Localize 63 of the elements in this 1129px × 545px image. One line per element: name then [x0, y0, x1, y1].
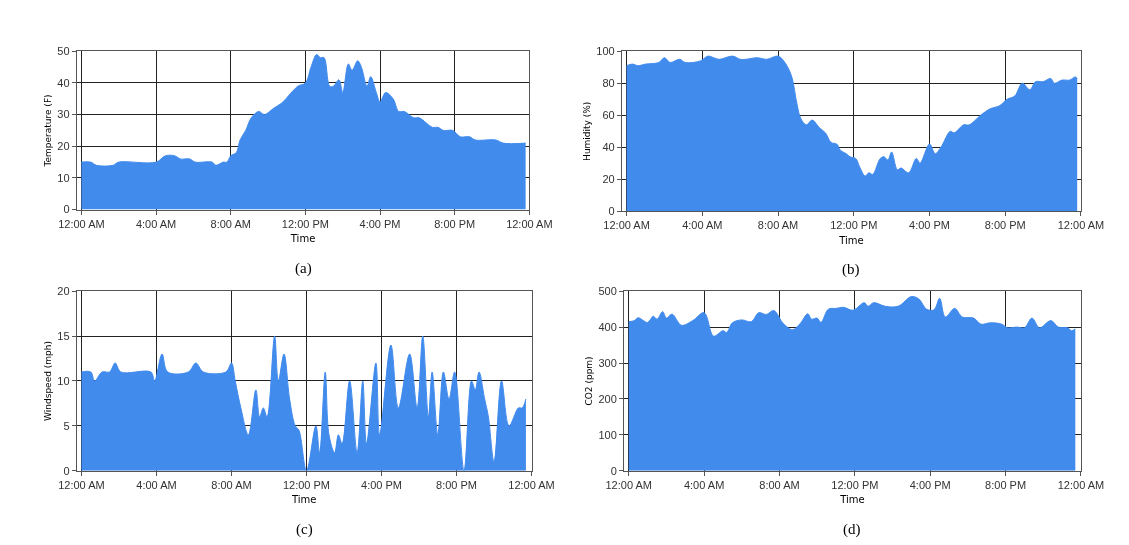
y-tick-label: 20	[602, 173, 615, 186]
y-tick-label: 500	[598, 285, 617, 298]
x-tick-label: 4:00 PM	[359, 217, 401, 230]
x-tick-label: 4:00 PM	[361, 478, 402, 491]
y-tick-label: 0	[63, 464, 70, 477]
x-tick-label: 12:00 PM	[831, 478, 879, 491]
x-tick-label: 4:00 PM	[909, 219, 950, 232]
x-tick-label: 4:00 AM	[682, 219, 723, 232]
x-tick-label: 8:00 AM	[757, 219, 799, 232]
x-tick-label: 4:00 AM	[135, 217, 177, 230]
y-tick-label: 50	[57, 45, 70, 58]
y-axis-title: Humidity (%)	[581, 101, 592, 161]
x-tick-label: 12:00 AM	[603, 219, 650, 232]
x-tick-label: 4:00 AM	[136, 478, 177, 491]
y-tick-label: 20	[57, 285, 70, 298]
y-axis-title: CO2 (ppm)	[583, 356, 594, 406]
x-tick-label: 12:00 AM	[508, 478, 555, 491]
x-tick-label: 12:00 PM	[282, 478, 331, 491]
y-tick-label: 0	[608, 205, 615, 218]
x-tick-label: 12:00 AM	[1057, 219, 1105, 232]
x-tick-label: 8:00 PM	[434, 217, 476, 230]
x-axis-title: Time	[839, 494, 865, 506]
y-axis-title: Windspeed (mph)	[42, 341, 53, 421]
text: (c)	[296, 521, 313, 538]
y-tick-label: 200	[598, 392, 617, 405]
y-tick-label: 5	[63, 419, 70, 432]
y-tick-label: 30	[57, 108, 70, 121]
x-tick-label: 12:00 AM	[605, 478, 652, 491]
y-tick-label: 60	[602, 109, 615, 122]
x-axis-title: Time	[838, 234, 864, 246]
x-tick-label: 12:00 AM	[58, 217, 105, 230]
x-axis-title: Time	[290, 494, 317, 506]
x-tick-label: 12:00 PM	[281, 217, 329, 230]
text: (b)	[842, 261, 860, 278]
y-tick-label: 100	[598, 428, 617, 441]
x-tick-label: 12:00 AM	[58, 478, 105, 491]
y-tick-label: 80	[602, 77, 615, 90]
x-tick-label: 12:00 AM	[506, 217, 553, 230]
y-tick-label: 300	[598, 356, 617, 369]
x-axis-title: Time	[289, 233, 316, 245]
x-tick-label: 4:00 PM	[909, 478, 951, 491]
y-axis-title: Temperature (F)	[42, 94, 53, 168]
y-tick-label: 0	[63, 203, 70, 216]
y-tick-label: 10	[57, 171, 70, 184]
y-tick-label: 15	[57, 329, 70, 342]
x-tick-label: 8:00 AM	[759, 478, 800, 491]
y-tick-label: 400	[598, 320, 617, 333]
x-tick-label: 12:00 PM	[830, 219, 878, 232]
y-tick-label: 100	[596, 45, 615, 58]
y-tick-label: 0	[610, 464, 617, 477]
y-tick-label: 20	[57, 140, 70, 153]
y-tick-label: 40	[602, 141, 615, 154]
x-tick-label: 8:00 PM	[436, 478, 478, 491]
x-tick-label: 8:00 AM	[210, 217, 251, 230]
x-tick-label: 8:00 PM	[984, 219, 1026, 232]
text: (a)	[295, 260, 312, 277]
x-tick-label: 8:00 PM	[985, 478, 1027, 491]
y-tick-label: 10	[57, 374, 70, 387]
x-tick-label: 12:00 AM	[1057, 478, 1105, 491]
x-tick-label: 8:00 AM	[211, 478, 252, 491]
y-tick-label: 40	[57, 76, 70, 89]
x-tick-label: 4:00 AM	[683, 478, 725, 491]
text: (d)	[843, 521, 861, 538]
